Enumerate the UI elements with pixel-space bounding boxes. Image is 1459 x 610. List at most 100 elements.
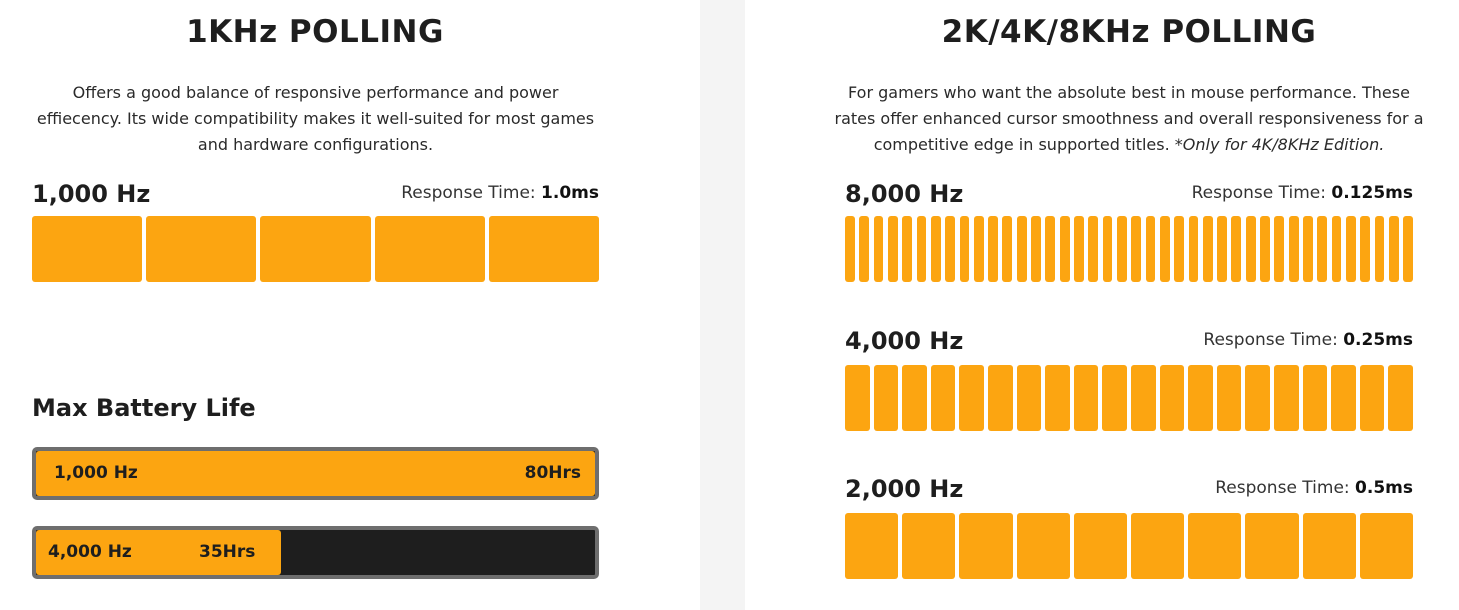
rate-label: 1,000 Hz: [32, 180, 151, 208]
polling-bar: [1188, 365, 1213, 431]
polling-bar: [1288, 216, 1299, 282]
polling-bar: [488, 216, 600, 282]
polling-bar: [1245, 513, 1299, 579]
polling-bar: [930, 365, 956, 431]
polling-bar: [959, 365, 984, 431]
polling-bar: [1317, 216, 1328, 282]
polling-bar: [1216, 365, 1242, 431]
rate-label: 8,000 Hz: [845, 180, 964, 208]
polling-bars-2000: [845, 513, 1414, 579]
polling-bar: [1174, 216, 1184, 282]
polling-bar: [902, 216, 913, 282]
polling-bar: [1073, 513, 1128, 579]
polling-bar: [1260, 216, 1270, 282]
polling-bar: [1202, 216, 1213, 282]
rate-header-4000: 4,000 Hz Response Time: 0.25ms: [845, 327, 1413, 357]
polling-bar: [1403, 216, 1413, 282]
polling-bar: [1274, 216, 1285, 282]
polling-bar: [1131, 216, 1142, 282]
battery-life-title: Max Battery Life: [32, 394, 256, 422]
polling-bar: [1045, 216, 1056, 282]
polling-bar: [1359, 513, 1414, 579]
polling-bar: [1331, 365, 1356, 431]
1khz-panel: 1KHz POLLING Offers a good balance of re…: [0, 0, 700, 610]
polling-bar: [1145, 216, 1156, 282]
polling-bar: [1059, 216, 1070, 282]
response-time: Response Time: 1.0ms: [401, 183, 599, 203]
polling-bar: [959, 513, 1013, 579]
edition-note: *Only for 4K/8KHz Edition.: [1174, 135, 1385, 154]
panel-description: For gamers who want the absolute best in…: [829, 80, 1429, 158]
polling-bar: [988, 216, 998, 282]
battery-bar-4000: 4,000 Hz 35Hrs: [32, 526, 599, 579]
polling-bar: [1303, 216, 1313, 282]
polling-bars-4000: [845, 365, 1413, 431]
polling-bar: [902, 365, 927, 431]
polling-bar: [916, 216, 927, 282]
response-time: Response Time: 0.25ms: [1203, 330, 1413, 350]
polling-bar: [1016, 513, 1070, 579]
polling-bar: [959, 216, 970, 282]
response-time: Response Time: 0.125ms: [1192, 183, 1413, 203]
polling-bar: [845, 365, 870, 431]
polling-bar: [930, 216, 941, 282]
polling-bar: [859, 216, 870, 282]
battery-rate-label: 4,000 Hz: [48, 542, 132, 562]
polling-bar: [1245, 216, 1256, 282]
battery-hours: 35Hrs: [199, 542, 256, 562]
polling-bar: [1074, 216, 1084, 282]
battery-fill: [36, 451, 595, 496]
panel-description: Offers a good balance of responsive perf…: [36, 83, 595, 154]
polling-bar: [1345, 216, 1356, 282]
polling-bar: [1159, 365, 1185, 431]
polling-bar: [1331, 216, 1342, 282]
response-time-label: Response Time:: [1191, 183, 1326, 203]
polling-bar: [1388, 365, 1413, 431]
polling-bar: [1031, 216, 1041, 282]
polling-bar: [987, 365, 1013, 431]
response-time: Response Time: 0.5ms: [1215, 478, 1413, 498]
rate-header-2000: 2,000 Hz Response Time: 0.5ms: [845, 475, 1413, 505]
response-time-label: Response Time:: [1203, 330, 1338, 350]
polling-bar: [1016, 216, 1027, 282]
polling-bar: [1102, 216, 1113, 282]
response-time-label: Response Time:: [1215, 478, 1350, 498]
polling-bar: [1045, 365, 1070, 431]
polling-bar: [1116, 216, 1127, 282]
polling-bar: [973, 216, 984, 282]
panel-title: 1KHz POLLING: [186, 14, 444, 50]
rate-header-8000: 8,000 Hz Response Time: 0.125ms: [845, 180, 1413, 210]
polling-bar: [1088, 216, 1099, 282]
polling-bar: [1360, 216, 1371, 282]
polling-bar: [146, 216, 257, 282]
response-time-value: 0.125ms: [1331, 183, 1413, 203]
polling-bar: [1359, 365, 1385, 431]
polling-bar: [873, 216, 884, 282]
polling-bar: [845, 216, 855, 282]
polling-bar: [1217, 216, 1227, 282]
polling-bar: [1302, 365, 1328, 431]
rate-label: 2,000 Hz: [845, 475, 964, 503]
polling-bar: [845, 513, 899, 579]
polling-bars-1000: [32, 216, 600, 282]
polling-bar: [1073, 365, 1099, 431]
high-polling-panel: 2K/4K/8KHz POLLING For gamers who want t…: [745, 0, 1459, 610]
polling-bar: [873, 365, 899, 431]
polling-bar: [1102, 365, 1127, 431]
polling-bar: [1159, 216, 1170, 282]
response-time-value: 0.5ms: [1355, 478, 1413, 498]
polling-bar: [1131, 513, 1185, 579]
response-time-label: Response Time:: [401, 183, 536, 203]
polling-bar: [945, 216, 955, 282]
polling-bar: [1002, 216, 1013, 282]
description-text: For gamers who want the absolute best in…: [834, 83, 1424, 154]
battery-fill: [36, 530, 281, 575]
polling-bar: [1016, 365, 1042, 431]
polling-bar: [1374, 216, 1385, 282]
polling-bar: [1302, 513, 1356, 579]
response-time-value: 0.25ms: [1343, 330, 1413, 350]
polling-bar: [1388, 216, 1399, 282]
response-time-value: 1.0ms: [541, 183, 599, 203]
polling-bar: [260, 216, 371, 282]
polling-bar: [902, 513, 956, 579]
